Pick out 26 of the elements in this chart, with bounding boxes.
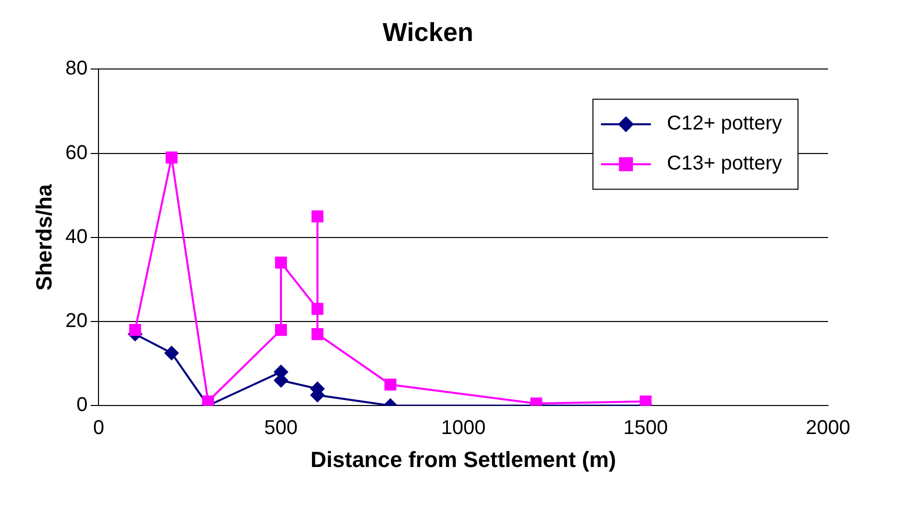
point	[275, 324, 287, 336]
x-tick-label: 0	[93, 417, 104, 440]
point	[312, 328, 324, 340]
point	[166, 152, 178, 164]
point	[275, 256, 287, 269]
x-tick-label: 1500	[623, 417, 668, 440]
point	[164, 346, 179, 360]
chart-title: Wicken	[382, 16, 474, 47]
point	[129, 324, 142, 336]
legend-label: C12+ pottery	[666, 112, 782, 135]
point	[312, 210, 324, 222]
point	[312, 302, 324, 315]
x-tick-label: 500	[264, 417, 298, 440]
y-tick-label: 80	[65, 58, 88, 80]
point	[640, 395, 652, 406]
point	[384, 378, 396, 391]
point	[202, 395, 214, 406]
y-axis-title: Sherds/ha	[31, 183, 56, 291]
legend-label: C13+ pottery	[666, 152, 782, 175]
x-axis-title: Distance from Settlement (m)	[310, 446, 616, 472]
y-tick-label: 20	[65, 310, 88, 332]
y-tick-label: 40	[65, 226, 88, 248]
y-tick-label: 0	[76, 394, 88, 416]
x-tick-label: 2000	[806, 417, 850, 440]
x-tick-label: 1000	[441, 417, 486, 440]
y-tick-label: 60	[65, 142, 88, 164]
